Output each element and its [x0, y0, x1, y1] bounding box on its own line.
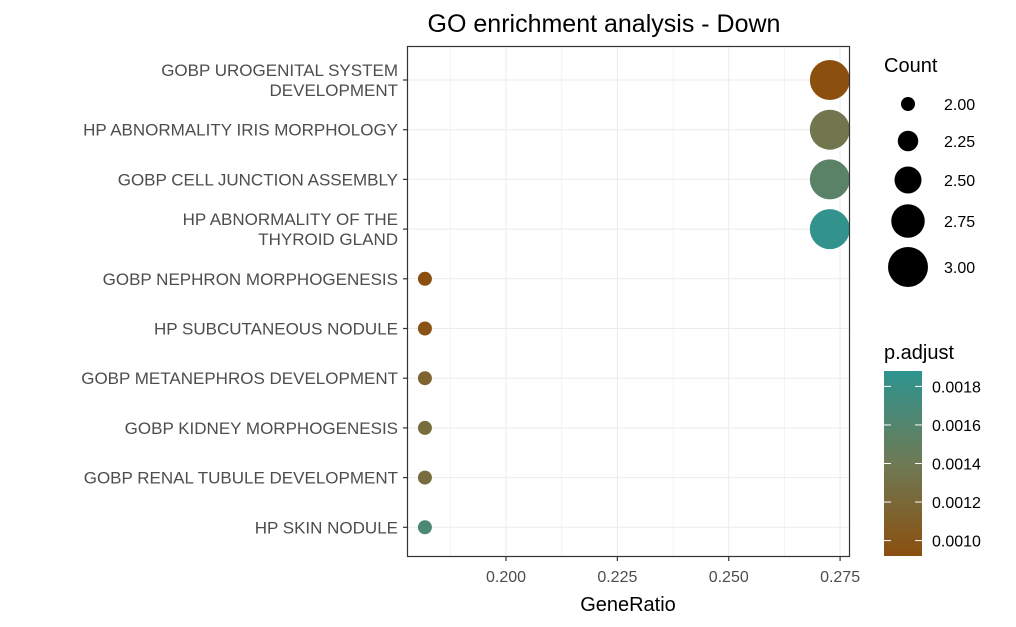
y-tick-label: GOBP CELL JUNCTION ASSEMBLY [118, 170, 398, 189]
color-legend-label: 0.0016 [932, 418, 981, 435]
x-tick-label: 0.275 [820, 569, 860, 586]
x-axis-ticks: 0.200 0.225 0.250 0.275 [486, 556, 860, 586]
y-tick-label: GOBP METANEPHROS DEVELOPMENT [81, 369, 398, 388]
color-legend: p.adjust 0.0010 0.0012 0.0014 0.0016 0.0018 [884, 342, 981, 556]
y-tick-label: GOBP NEPHRON MORPHOGENESIS [103, 270, 398, 289]
color-legend-label: 0.0014 [932, 457, 981, 474]
x-tick-label: 0.225 [597, 569, 637, 586]
y-tick-label: GOBP UROGENITAL SYSTEM [161, 61, 398, 80]
y-tick-label: GOBP RENAL TUBULE DEVELOPMENT [84, 469, 398, 488]
size-legend-key [894, 166, 922, 194]
color-legend-title: p.adjust [884, 342, 954, 364]
size-legend-label: 2.25 [944, 134, 975, 151]
y-tick-label: HP ABNORMALITY OF THE [183, 210, 398, 229]
x-tick-label: 0.200 [486, 569, 526, 586]
color-legend-label: 0.0010 [932, 534, 981, 551]
data-point [417, 271, 432, 286]
x-tick-label: 0.250 [709, 569, 749, 586]
grid-lines [408, 46, 849, 556]
y-tick-label: GOBP KIDNEY MORPHOGENESIS [125, 419, 398, 438]
y-tick-label: HP SUBCUTANEOUS NODULE [154, 320, 398, 339]
size-legend-key [888, 247, 928, 287]
y-tick-label: HP SKIN NODULE [255, 518, 398, 537]
size-legend-key [891, 204, 925, 238]
size-legend-label: 2.50 [944, 173, 975, 190]
data-point [417, 470, 432, 485]
chart-title: GO enrichment analysis - Down [428, 10, 781, 38]
size-legend-label: 3.00 [944, 260, 975, 277]
y-tick-label: THYROID GLAND [258, 230, 398, 249]
plot-panel [406, 45, 851, 558]
x-axis-title: GeneRatio [580, 594, 676, 616]
data-points [417, 60, 850, 535]
size-legend-label: 2.75 [944, 214, 975, 231]
data-point [809, 109, 850, 150]
y-tick-label: HP ABNORMALITY IRIS MORPHOLOGY [83, 121, 398, 140]
size-legend-key [901, 97, 915, 111]
size-legend-label: 2.00 [944, 97, 975, 114]
size-legend: Count 2.00 2.25 2.50 2.75 3.00 [884, 55, 975, 287]
data-point [417, 520, 432, 535]
color-legend-label: 0.0012 [932, 495, 981, 512]
data-point [417, 371, 432, 386]
color-legend-label: 0.0018 [932, 379, 981, 396]
size-legend-key [897, 130, 919, 152]
data-point [809, 60, 850, 100]
data-point [809, 209, 850, 250]
data-point [417, 321, 432, 336]
data-point [809, 159, 850, 200]
data-point [417, 420, 432, 435]
y-tick-label: DEVELOPMENT [270, 81, 398, 100]
size-legend-title: Count [884, 55, 938, 77]
